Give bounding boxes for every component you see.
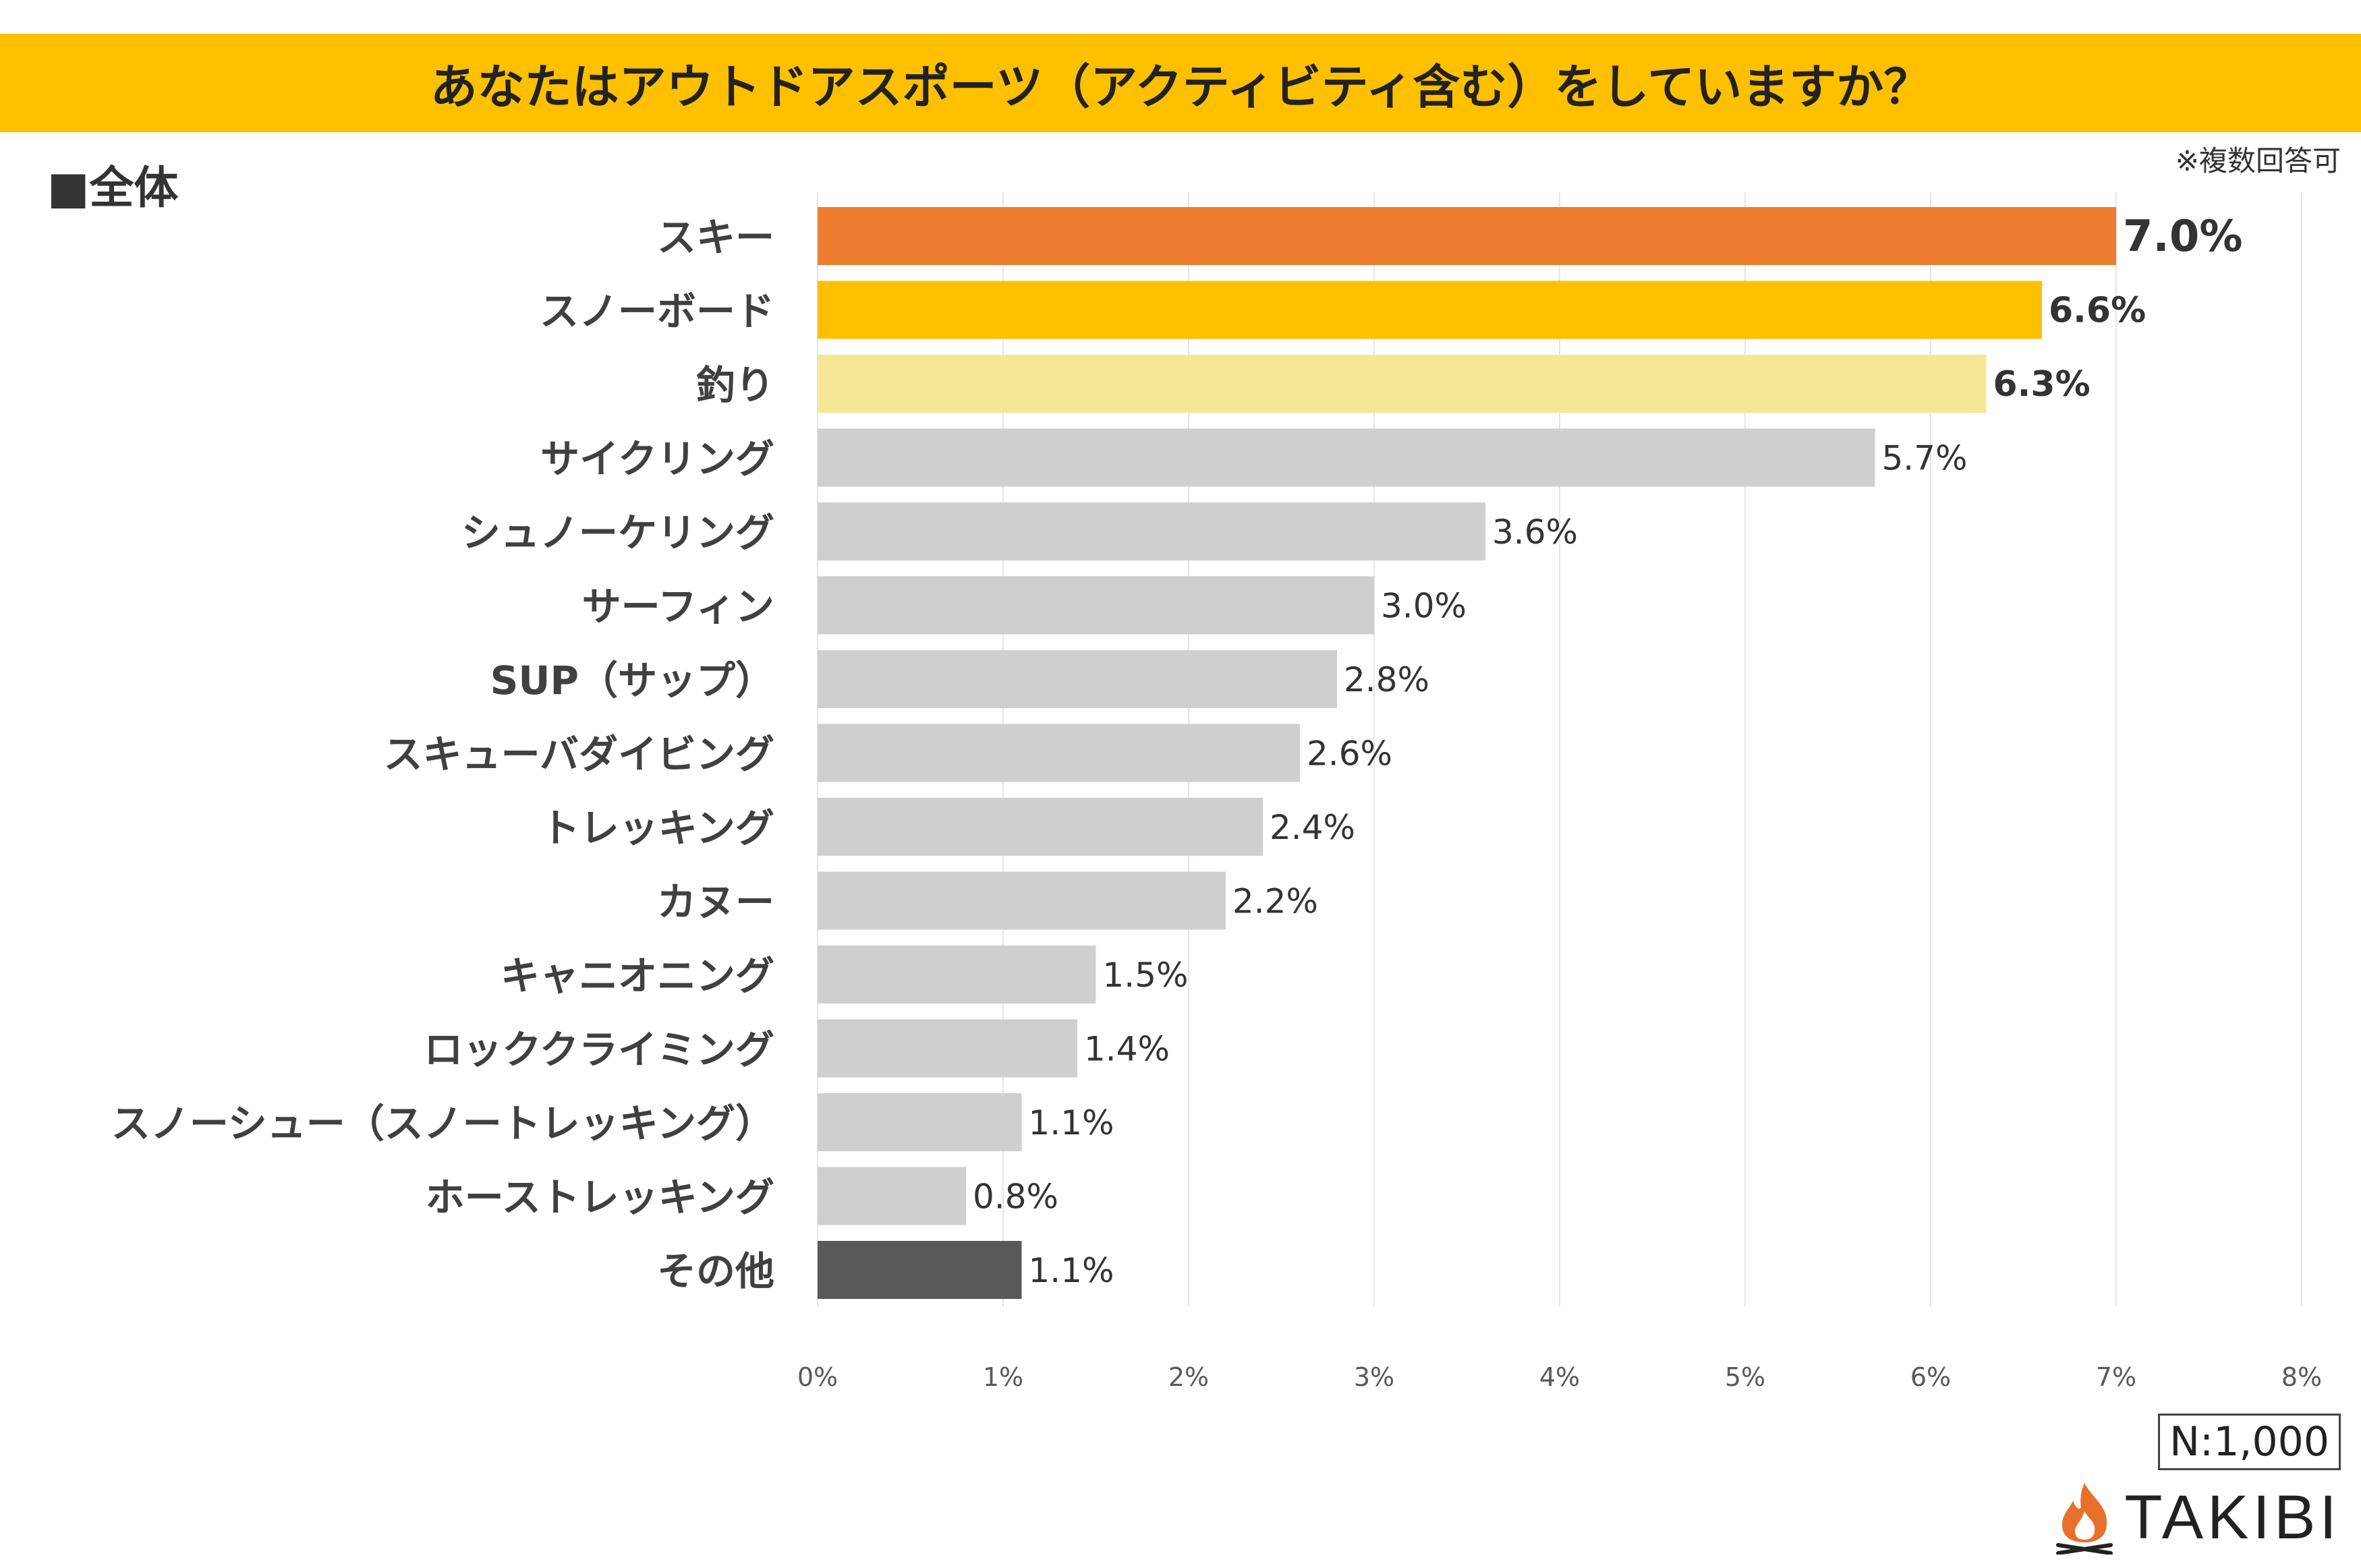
x-tick-label: 2%	[1168, 1362, 1209, 1392]
value-label: 5.7%	[1882, 439, 1968, 478]
value-label: 6.3%	[1993, 364, 2090, 405]
bar	[818, 1241, 1022, 1299]
category-label: キャニオニング	[501, 953, 774, 999]
value-label: 0.8%	[973, 1178, 1058, 1217]
category-label: その他	[657, 1248, 774, 1294]
value-label: 2.8%	[1344, 660, 1429, 699]
bar	[818, 502, 1485, 560]
x-tick-label: 3%	[1354, 1362, 1394, 1392]
bar	[818, 650, 1337, 708]
bar	[818, 798, 1263, 856]
bar	[818, 355, 1987, 413]
value-label: 1.5%	[1103, 956, 1189, 995]
value-label: 1.1%	[1029, 1251, 1114, 1290]
value-label: 1.1%	[1029, 1103, 1114, 1142]
category-label: スキー	[657, 214, 774, 260]
value-label: 1.4%	[1084, 1030, 1170, 1069]
bar-chart: 0% 1% 2% 3% 4% 5% 6% 7% 8% スキー 7.0% スノーボード 6.6% 釣り 6.3…	[111, 192, 2322, 1392]
x-tick-label: 6%	[1910, 1362, 1951, 1392]
category-label: 釣り	[696, 362, 774, 408]
category-label: シュノーケリング	[461, 510, 774, 556]
section-label: ■全体	[47, 162, 179, 214]
bar	[818, 871, 1226, 930]
bar	[818, 576, 1374, 635]
value-label: 2.2%	[1232, 882, 1318, 921]
bar	[818, 281, 2042, 339]
value-label: 3.0%	[1381, 587, 1467, 626]
bar	[818, 428, 1875, 487]
bar	[818, 1019, 1077, 1078]
bar	[818, 1093, 1022, 1151]
category-label: サイクリング	[540, 436, 774, 482]
category-label: SUP（サップ）	[490, 658, 774, 703]
category-label: カヌー	[657, 879, 774, 925]
category-label: トレッキング	[541, 805, 774, 851]
multiple-answer-note: ※複数回答可	[2175, 144, 2341, 177]
category-label: スノーシュー（スノートレッキング）	[111, 1101, 774, 1146]
x-tick-label: 0%	[797, 1362, 838, 1392]
x-tick-label: 5%	[1725, 1362, 1765, 1392]
category-label: スノーボード	[540, 289, 774, 335]
x-tick-label: 1%	[983, 1362, 1023, 1392]
category-label: スキューバダイビング	[384, 732, 774, 778]
bar	[818, 946, 1096, 1004]
category-label: ロッククライミング	[424, 1027, 774, 1073]
category-label: サーフィン	[582, 584, 774, 630]
value-label: 2.6%	[1307, 734, 1392, 774]
brand-logo: TAKIBI	[2054, 1480, 2341, 1555]
value-label: 7.0%	[2123, 212, 2243, 262]
x-tick-label: 8%	[2281, 1362, 2322, 1392]
bar	[818, 207, 2116, 265]
campfire-icon	[2056, 1483, 2113, 1555]
category-label: ホーストレッキング	[426, 1175, 774, 1221]
bar	[818, 724, 1300, 782]
value-label: 2.4%	[1270, 808, 1355, 847]
sample-size-box: N:1,000	[2158, 1414, 2341, 1470]
x-tick-label: 4%	[1539, 1362, 1580, 1392]
brand-name: TAKIBI	[2124, 1482, 2341, 1552]
bar	[818, 1167, 966, 1225]
x-tick-label: 7%	[2096, 1362, 2136, 1392]
chart-title: あなたはアウトドアスポーツ（アクティビティ含む）をしていますか？	[0, 34, 2361, 132]
value-label: 3.6%	[1492, 513, 1578, 552]
value-label: 6.6%	[2049, 291, 2146, 331]
